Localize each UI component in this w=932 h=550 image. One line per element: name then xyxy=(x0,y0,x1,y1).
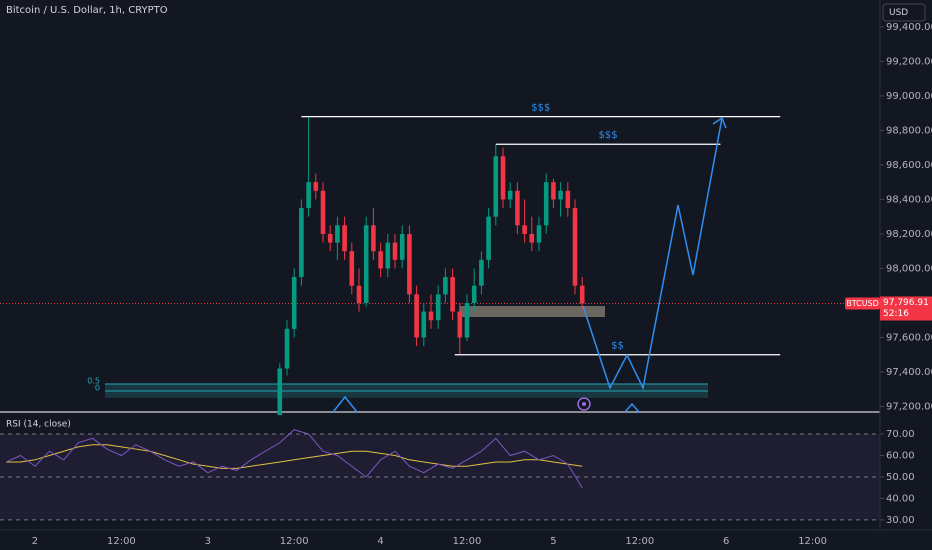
candle-body xyxy=(349,251,355,286)
candle-body xyxy=(428,311,434,321)
y-tick-label: 98,000.00 xyxy=(886,263,932,274)
candle-body xyxy=(515,190,520,226)
y-tick-label: 97,600.00 xyxy=(886,332,932,343)
y-tick-label: 60.00 xyxy=(886,451,915,462)
x-tick-label: 5 xyxy=(550,536,556,547)
x-tick-label: 12:00 xyxy=(798,536,827,547)
y-tick-label: 99,400.00 xyxy=(886,22,932,33)
candle-body xyxy=(579,285,585,304)
y-tick-label: 30.00 xyxy=(886,515,915,526)
candle-body xyxy=(536,225,542,243)
x-tick-label: 3 xyxy=(205,536,211,547)
candle-body xyxy=(493,156,499,217)
candle-body xyxy=(342,225,347,252)
candle-body xyxy=(371,225,376,252)
candle-body xyxy=(327,233,333,243)
candle-body xyxy=(399,233,405,260)
candle-body xyxy=(392,242,398,260)
level-label: $$$ xyxy=(599,130,618,141)
candle-body xyxy=(291,277,297,329)
candle-body xyxy=(522,225,527,234)
candle-body xyxy=(378,251,383,269)
chevron xyxy=(624,402,640,413)
rsi-title: RSI (14, close) xyxy=(6,420,71,430)
price-badge xyxy=(880,296,932,321)
symbol-badge xyxy=(845,297,880,310)
rsi-line xyxy=(6,444,583,469)
event-icon-dot[interactable] xyxy=(582,402,586,406)
candle-body xyxy=(414,294,419,338)
y-tick-label: 70.00 xyxy=(886,429,915,440)
y-tick-label: 98,600.00 xyxy=(886,160,932,171)
currency-label[interactable]: USD xyxy=(889,8,908,18)
x-tick-label: 2 xyxy=(32,536,38,547)
symbol-label: BTCUSD xyxy=(846,299,879,308)
candle-body xyxy=(306,182,311,209)
projection-path xyxy=(582,117,723,391)
event-icon[interactable] xyxy=(577,397,591,411)
candle-body xyxy=(572,208,578,286)
x-tick-label: 12:00 xyxy=(107,536,136,547)
candle-body xyxy=(320,190,326,234)
candle-body xyxy=(450,277,455,312)
y-tick-label: 97,200.00 xyxy=(886,401,932,412)
y-tick-label: 97,400.00 xyxy=(886,367,932,378)
rsi-line xyxy=(5,429,583,488)
candle-body xyxy=(421,311,427,338)
candle-body xyxy=(471,285,477,303)
y-tick-label: 98,200.00 xyxy=(886,229,932,240)
candle-body xyxy=(507,190,513,200)
candle-body xyxy=(558,190,563,200)
level-label: $$ xyxy=(611,341,624,352)
candle-body xyxy=(335,225,340,243)
order-block xyxy=(460,306,605,317)
candle-body xyxy=(443,277,448,295)
candle-body xyxy=(385,242,391,269)
x-tick-label: 12:00 xyxy=(453,536,482,547)
chevron xyxy=(332,395,358,413)
candle-body xyxy=(464,302,470,338)
candle-body xyxy=(299,208,304,278)
level-label: $$$ xyxy=(531,103,550,114)
candle-body xyxy=(479,259,484,286)
candle-body xyxy=(457,311,463,338)
candle-body xyxy=(277,368,283,416)
candle-body xyxy=(543,182,549,226)
x-tick-label: 6 xyxy=(723,536,729,547)
countdown-label: 52:16 xyxy=(883,309,909,319)
projection-arrow xyxy=(712,116,727,129)
candle-body xyxy=(284,328,290,369)
candle-body xyxy=(363,225,369,303)
candle-body xyxy=(565,190,571,209)
candle-body xyxy=(435,294,441,321)
candle-body xyxy=(356,285,362,303)
candle-body xyxy=(486,216,491,260)
x-tick-label: 12:00 xyxy=(625,536,654,547)
candle-body xyxy=(500,156,506,200)
x-tick-label: 12:00 xyxy=(280,536,309,547)
chart-title: Bitcoin / U.S. Dollar, 1h, CRYPTO xyxy=(6,5,168,16)
y-tick-label: 98,800.00 xyxy=(886,125,932,136)
candle-body xyxy=(313,182,319,191)
fib-label: 0.5 xyxy=(87,377,100,386)
y-tick-label: 99,200.00 xyxy=(886,56,932,67)
y-tick-label: 50.00 xyxy=(886,472,915,483)
candle-body xyxy=(407,233,412,295)
y-tick-label: 40.00 xyxy=(886,493,915,504)
currency-button[interactable] xyxy=(882,3,926,22)
candle-body xyxy=(551,182,556,200)
price-label: 97,796.91 xyxy=(883,298,929,308)
candle-body xyxy=(529,233,535,243)
x-tick-label: 4 xyxy=(377,536,383,547)
fib-label: 0 xyxy=(95,383,100,392)
y-tick-label: 98,400.00 xyxy=(886,194,932,205)
y-tick-label: 99,000.00 xyxy=(886,91,932,102)
